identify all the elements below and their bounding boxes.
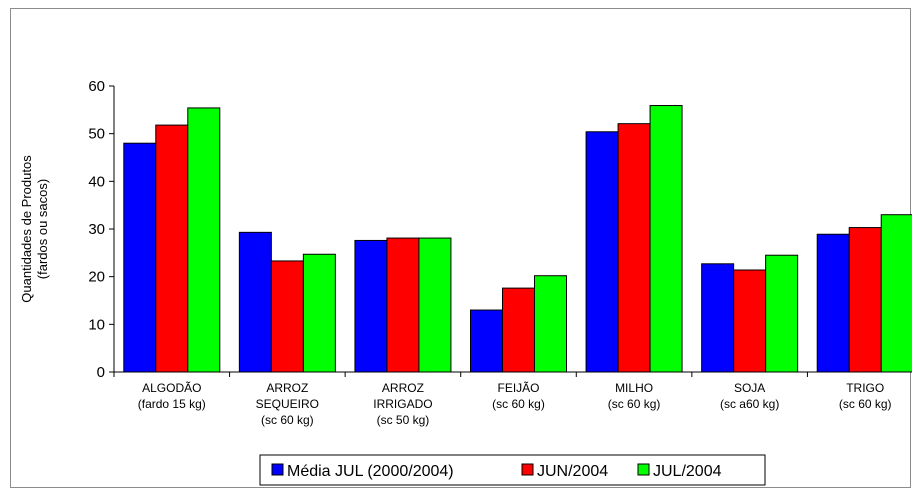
bar-3-1	[502, 287, 535, 373]
y-axis-label: Quantidades de Produtos	[19, 155, 34, 303]
category-label: TRIGO	[846, 381, 884, 395]
category-label: ARROZ	[382, 381, 424, 395]
bar-1-0	[238, 231, 272, 373]
y-tick-label: 0	[97, 364, 105, 381]
y-tick-label: 60	[88, 78, 105, 95]
bar-2-1	[386, 237, 420, 373]
bar-5-2	[765, 254, 799, 373]
legend-label: Média JUL (2000/2004)	[287, 463, 454, 480]
bar-3-0	[470, 309, 503, 373]
bar-4-0	[585, 131, 619, 373]
bar-2-2	[418, 237, 452, 373]
legend-label: JUL/2004	[653, 463, 722, 480]
bar-6-0	[816, 233, 850, 373]
bar-2-0	[354, 239, 388, 373]
bar-3-2	[534, 275, 567, 373]
chart-frame: 0 10 20 30 40 50 60 Quantidades de Produtos (far…	[10, 8, 912, 488]
y-tick-label: 20	[88, 269, 105, 286]
bar-6-1	[848, 227, 882, 373]
bar-4-1	[617, 123, 651, 373]
category-label: SOJA	[734, 381, 765, 395]
bar-1-1	[270, 260, 304, 373]
category-label: ALGODÃO	[142, 381, 201, 395]
category-label: (sc 60 kg)	[492, 397, 545, 411]
category-label: ARROZ	[266, 381, 308, 395]
category-label: MILHO	[615, 381, 653, 395]
legend-swatch	[637, 463, 650, 476]
category-label: (sc 60 kg)	[608, 397, 661, 411]
bar-0-1	[155, 124, 189, 373]
bar-6-2	[880, 214, 912, 373]
bar-0-0	[123, 142, 157, 373]
category-label: SEQUEIRO	[256, 397, 319, 411]
legend-box	[259, 454, 766, 486]
category-label: (sc 50 kg)	[377, 413, 430, 427]
category-label: (fardo 15 kg)	[138, 397, 206, 411]
y-axis-label: (fardos ou sacos)	[35, 179, 50, 279]
category-label: IRRIGADO	[373, 397, 432, 411]
y-tick-label: 50	[88, 126, 105, 143]
legend-swatch	[271, 463, 284, 476]
bar-5-1	[733, 269, 767, 373]
category-label: FEIJÃO	[497, 381, 539, 395]
y-tick-label: 40	[88, 173, 105, 190]
category-label: (sc 60 kg)	[261, 413, 314, 427]
bar-1-2	[302, 253, 336, 373]
bar-0-2	[187, 107, 221, 373]
bar-5-0	[701, 263, 735, 373]
legend-swatch	[521, 463, 534, 476]
bar-4-2	[649, 105, 683, 373]
y-tick-label: 10	[88, 316, 105, 333]
y-tick-label: 30	[88, 221, 105, 238]
category-label: (sc a60 kg)	[720, 397, 779, 411]
legend-label: JUN/2004	[537, 463, 608, 480]
category-label: (sc 60 kg)	[839, 397, 892, 411]
